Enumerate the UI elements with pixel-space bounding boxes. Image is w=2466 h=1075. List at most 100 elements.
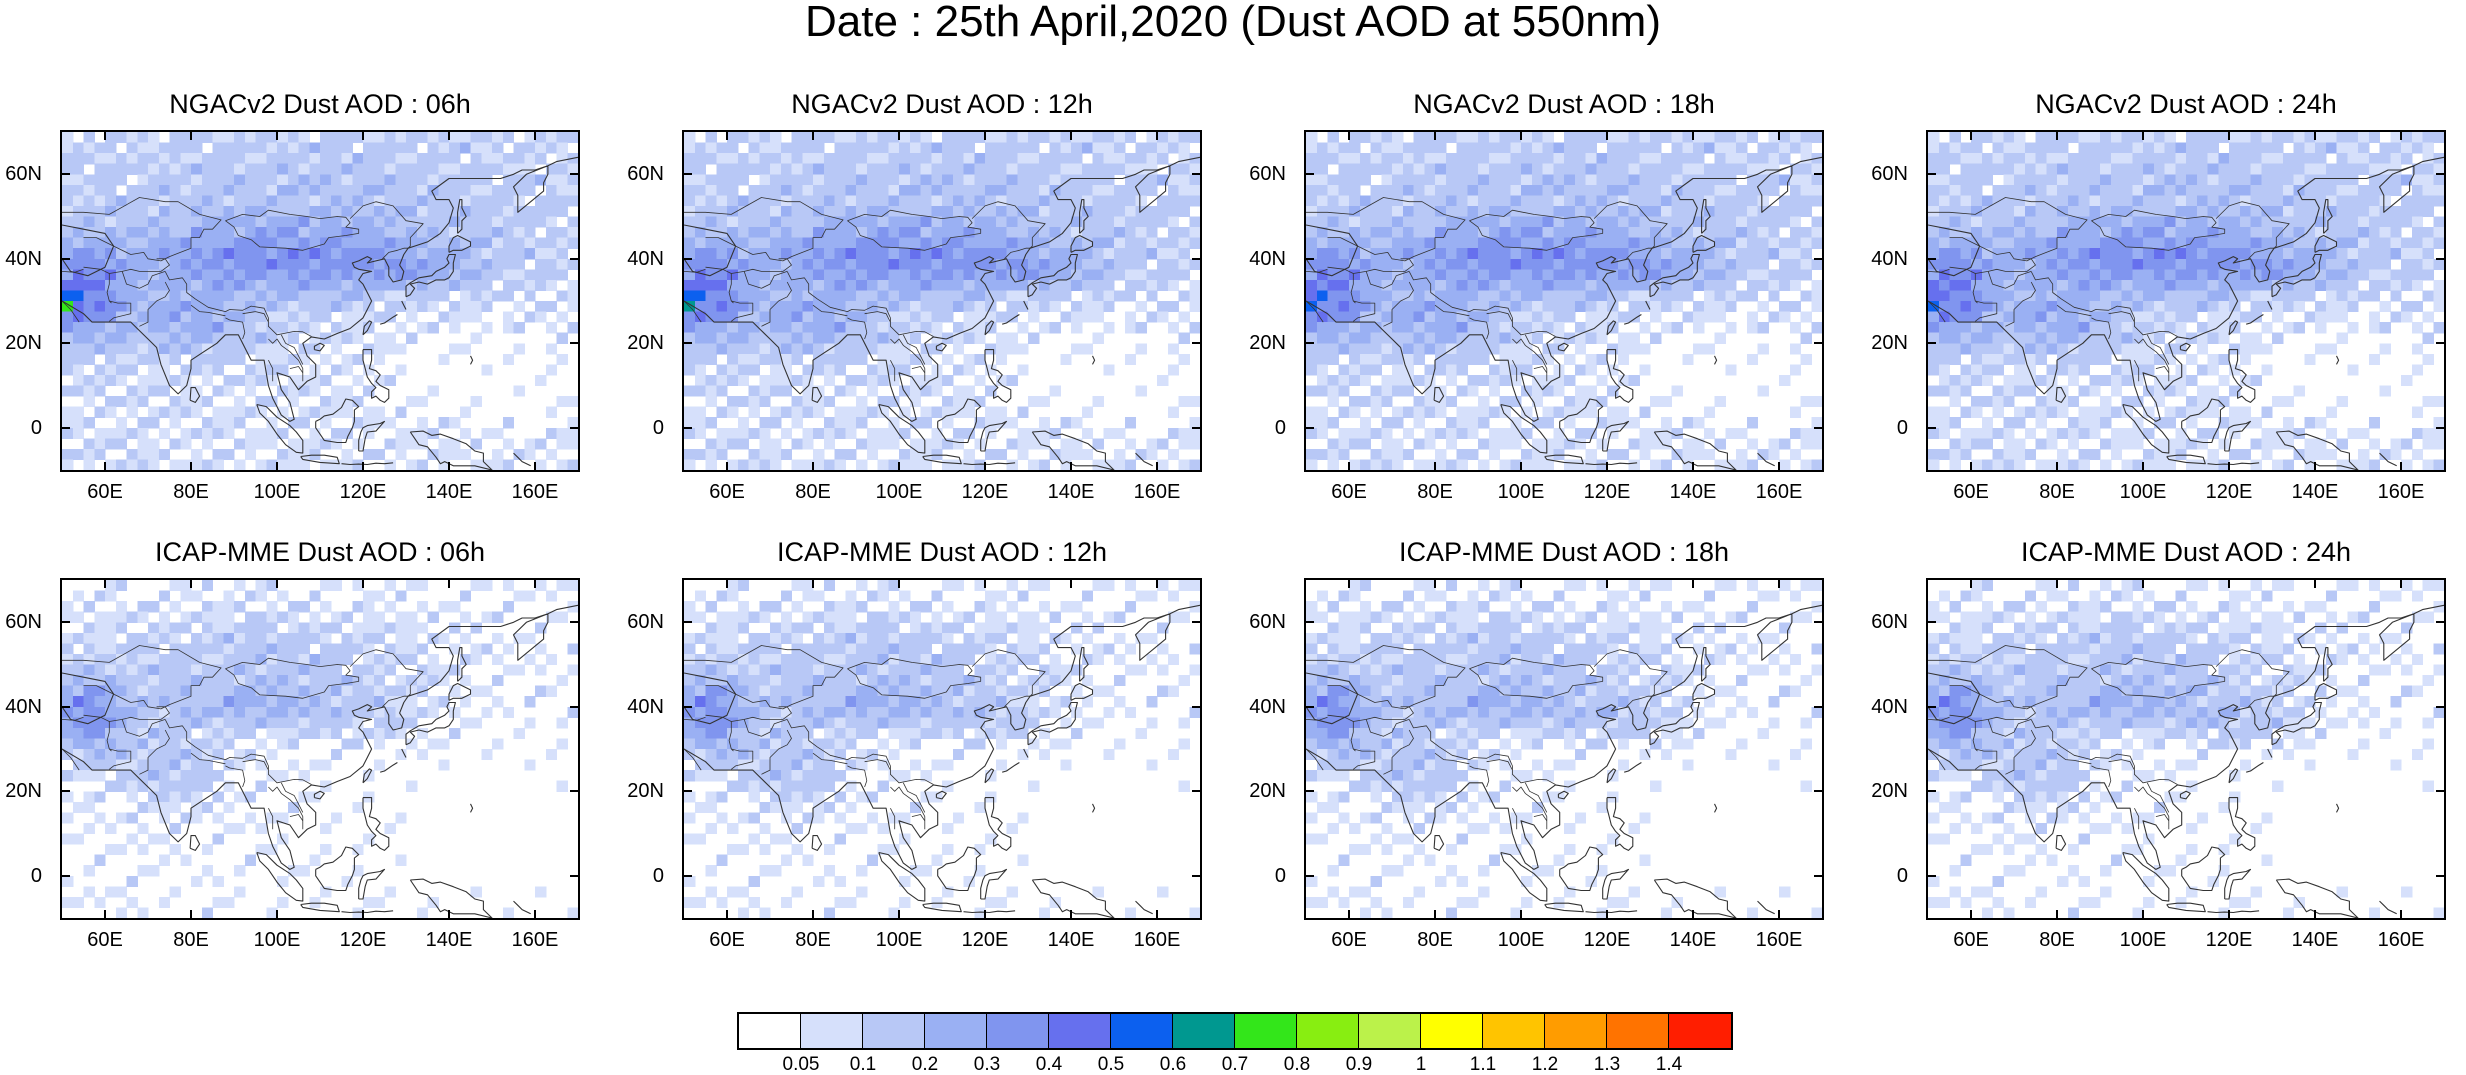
lat-tick-mark	[2436, 706, 2446, 708]
lon-tick-mark	[1434, 130, 1436, 140]
lon-tick-mark	[898, 910, 900, 920]
lon-tick-mark	[276, 578, 278, 588]
lat-tick-mark	[60, 173, 70, 175]
lat-tick-label: 60N	[1244, 612, 1286, 632]
lon-tick-mark	[2400, 130, 2402, 140]
colorbar-label: 0.4	[1019, 1055, 1079, 1075]
lon-tick-mark	[1970, 578, 1972, 588]
lon-tick-mark	[2400, 578, 2402, 588]
lon-tick-mark	[726, 462, 728, 472]
lat-tick-label: 60N	[1866, 164, 1908, 184]
lon-tick-mark	[1606, 462, 1608, 472]
aod-field	[684, 580, 1200, 918]
lat-tick-mark	[682, 706, 692, 708]
lon-tick-mark	[362, 462, 364, 472]
lat-tick-label: 40N	[0, 697, 42, 717]
lon-tick-mark	[812, 578, 814, 588]
lat-tick-label: 0	[1244, 418, 1286, 438]
panel-title: ICAP-MME Dust AOD : 12h	[622, 536, 1262, 568]
lon-tick-mark	[1778, 462, 1780, 472]
colorbar-label: 1.1	[1453, 1055, 1513, 1075]
lon-tick-mark	[362, 910, 364, 920]
colorbar-label: 1.4	[1639, 1055, 1699, 1075]
lon-tick-mark	[812, 462, 814, 472]
lon-tick-mark	[2400, 462, 2402, 472]
lat-tick-mark	[60, 875, 70, 877]
lat-tick-mark	[1814, 621, 1824, 623]
lat-tick-mark	[1304, 875, 1314, 877]
colorbar-swatch	[987, 1014, 1049, 1048]
lat-tick-mark	[1926, 427, 1936, 429]
lat-tick-label: 40N	[1866, 249, 1908, 269]
lon-tick-label: 160E	[2366, 930, 2436, 950]
colorbar-label: 0.1	[833, 1055, 893, 1075]
lon-tick-label: 120E	[328, 482, 398, 502]
lat-tick-mark	[60, 790, 70, 792]
lon-tick-mark	[984, 578, 986, 588]
lat-tick-label: 60N	[622, 164, 664, 184]
aod-field	[684, 132, 1200, 470]
lon-tick-mark	[2142, 578, 2144, 588]
lon-tick-mark	[984, 462, 986, 472]
aod-field	[1928, 580, 2444, 918]
lat-tick-mark	[1926, 790, 1936, 792]
colorbar-swatch	[863, 1014, 925, 1048]
colorbar-swatch	[739, 1014, 801, 1048]
lon-tick-mark	[276, 130, 278, 140]
lon-tick-label: 160E	[500, 482, 570, 502]
lon-tick-label: 80E	[156, 930, 226, 950]
lat-tick-mark	[682, 258, 692, 260]
lat-tick-mark	[60, 342, 70, 344]
lat-tick-mark	[1192, 342, 1202, 344]
lon-tick-mark	[2056, 910, 2058, 920]
lon-tick-mark	[2314, 910, 2316, 920]
lat-tick-mark	[1192, 875, 1202, 877]
lon-tick-mark	[1692, 130, 1694, 140]
lon-tick-mark	[104, 462, 106, 472]
lon-tick-mark	[1520, 910, 1522, 920]
lon-tick-mark	[276, 462, 278, 472]
lon-tick-label: 80E	[156, 482, 226, 502]
lat-tick-mark	[60, 706, 70, 708]
aod-field	[62, 132, 578, 470]
lon-tick-mark	[1070, 462, 1072, 472]
colorbar-swatch	[1421, 1014, 1483, 1048]
lat-tick-mark	[1814, 342, 1824, 344]
lon-tick-mark	[1970, 910, 1972, 920]
lon-tick-mark	[2056, 462, 2058, 472]
colorbar-label: 0.05	[771, 1055, 831, 1075]
lon-tick-label: 120E	[950, 482, 1020, 502]
lat-tick-mark	[1814, 706, 1824, 708]
lat-tick-label: 20N	[622, 781, 664, 801]
lat-tick-label: 0	[622, 418, 664, 438]
lon-tick-label: 80E	[778, 930, 848, 950]
lat-tick-mark	[682, 875, 692, 877]
lat-tick-mark	[60, 258, 70, 260]
lon-tick-label: 140E	[414, 482, 484, 502]
lon-tick-mark	[1520, 130, 1522, 140]
lon-tick-mark	[1156, 462, 1158, 472]
lon-tick-mark	[362, 578, 364, 588]
lon-tick-mark	[534, 462, 536, 472]
lon-tick-mark	[984, 910, 986, 920]
lat-tick-mark	[1304, 258, 1314, 260]
lon-tick-mark	[534, 910, 536, 920]
lat-tick-mark	[1926, 621, 1936, 623]
lat-tick-mark	[2436, 621, 2446, 623]
lat-tick-mark	[1192, 427, 1202, 429]
colorbar-swatch	[1111, 1014, 1173, 1048]
lon-tick-mark	[2314, 462, 2316, 472]
lon-tick-mark	[1692, 462, 1694, 472]
lon-tick-mark	[812, 910, 814, 920]
lon-tick-label: 140E	[1036, 482, 1106, 502]
colorbar-swatch	[1359, 1014, 1421, 1048]
lat-tick-mark	[1304, 706, 1314, 708]
lon-tick-label: 60E	[1936, 930, 2006, 950]
lon-tick-label: 140E	[1658, 930, 1728, 950]
lat-tick-label: 20N	[1244, 781, 1286, 801]
lon-tick-mark	[1348, 910, 1350, 920]
lon-tick-mark	[534, 578, 536, 588]
lon-tick-label: 120E	[1572, 930, 1642, 950]
lon-tick-label: 160E	[1122, 482, 1192, 502]
